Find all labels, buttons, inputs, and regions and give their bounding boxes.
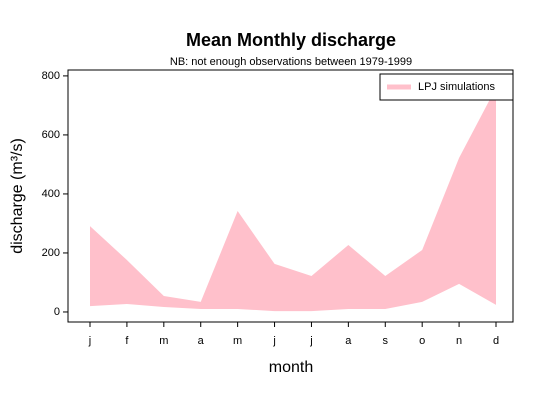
y-axis-label: discharge (m³/s) — [9, 138, 26, 254]
x-tick-label: d — [493, 335, 499, 347]
chart-subtitle: NB: not enough observations between 1979… — [170, 56, 412, 68]
x-tick-label: m — [159, 335, 168, 347]
x-tick-label: n — [456, 335, 462, 347]
plot-frame — [67, 69, 514, 323]
x-tick-label: j — [309, 335, 312, 347]
x-tick-label: a — [345, 335, 352, 347]
y-tick-label: 400 — [42, 188, 60, 200]
x-tick-label: j — [272, 335, 275, 347]
legend-label: LPJ simulations — [418, 81, 496, 93]
band-area — [90, 87, 496, 312]
x-tick-label: a — [198, 335, 205, 347]
x-tick-label: m — [233, 335, 242, 347]
chart-title: Mean Monthly discharge — [186, 30, 396, 50]
y-tick-label: 800 — [42, 70, 60, 82]
x-tick-label: f — [125, 335, 129, 347]
y-tick-label: 600 — [42, 129, 60, 141]
x-tick-label: j — [88, 335, 91, 347]
y-tick-label: 0 — [54, 306, 60, 318]
y-tick-label: 200 — [42, 247, 60, 259]
x-tick-label: s — [383, 335, 389, 347]
x-tick-label: o — [419, 335, 425, 347]
x-axis-label: month — [269, 359, 313, 376]
